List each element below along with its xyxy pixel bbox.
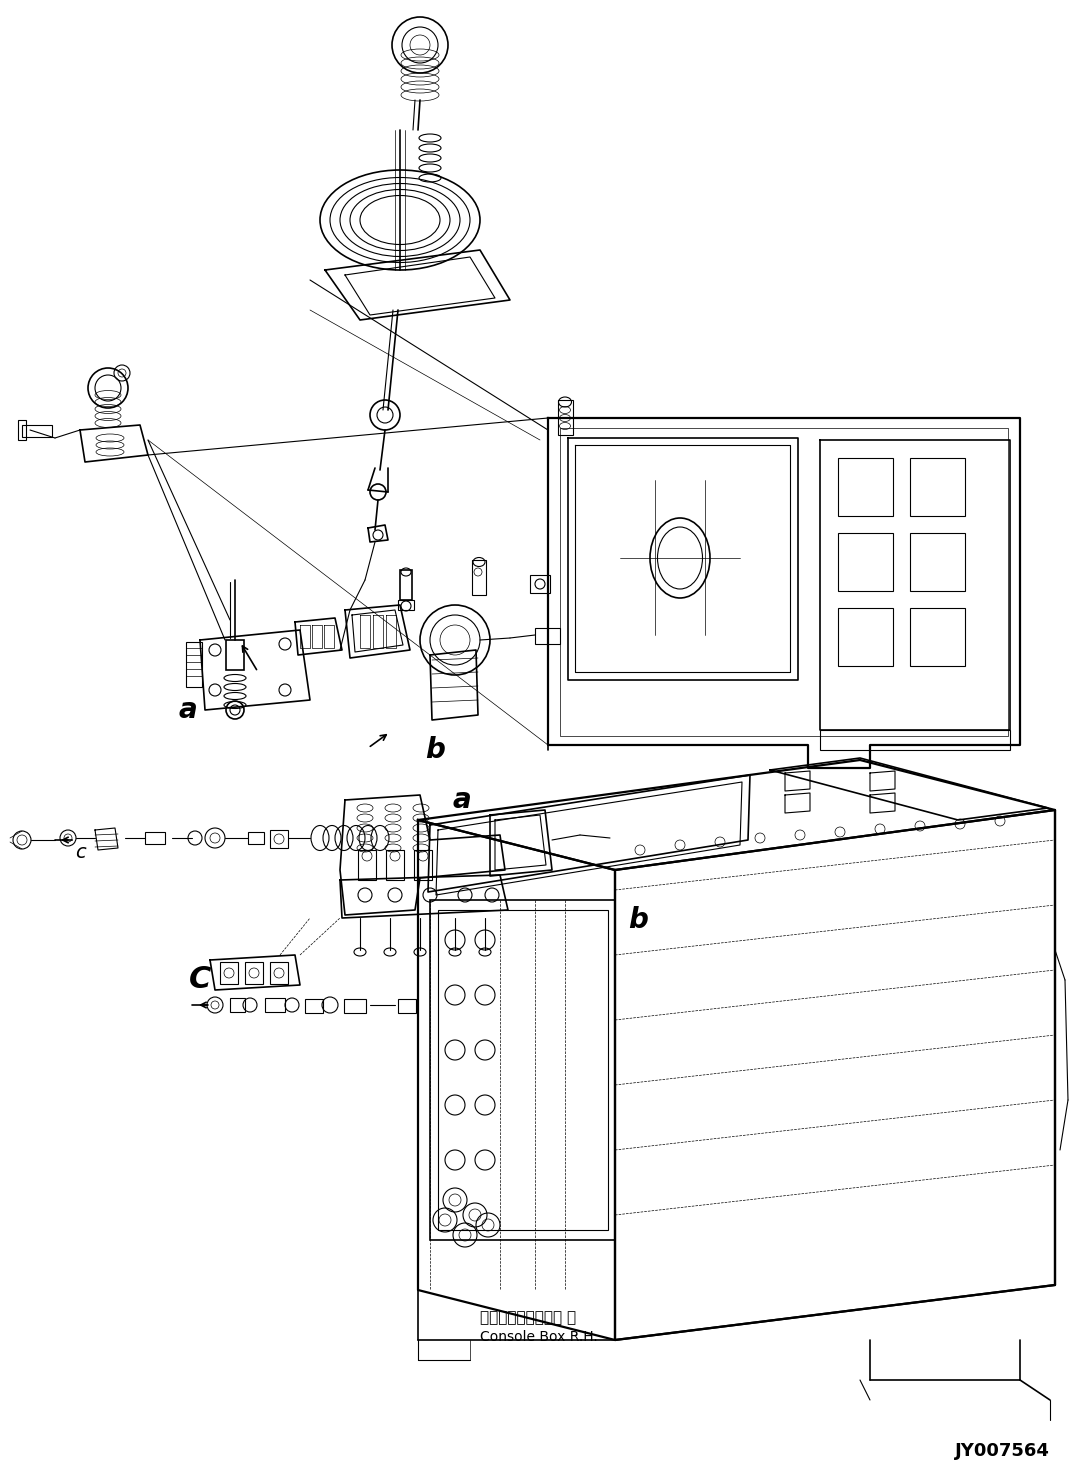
Bar — [911, 608, 965, 666]
Bar — [226, 639, 244, 670]
Bar — [560, 429, 1008, 736]
Bar — [838, 608, 893, 666]
Bar — [472, 560, 486, 595]
Bar — [820, 731, 1010, 750]
Bar — [398, 999, 416, 1013]
Bar — [398, 600, 414, 610]
Bar — [911, 533, 965, 591]
Bar — [305, 999, 322, 1013]
Bar — [414, 850, 432, 879]
Bar — [22, 426, 52, 437]
Bar — [145, 832, 164, 844]
Bar — [530, 574, 550, 594]
Bar — [838, 533, 893, 591]
Text: JY007564: JY007564 — [955, 1442, 1050, 1460]
Bar — [535, 627, 560, 644]
Bar — [18, 420, 26, 440]
Bar — [386, 850, 404, 879]
Bar — [230, 999, 245, 1012]
Bar — [248, 832, 264, 844]
Bar — [558, 401, 573, 435]
Text: コンソールボックス 右: コンソールボックス 右 — [481, 1309, 576, 1326]
Text: a: a — [453, 787, 471, 815]
Bar — [838, 458, 893, 516]
Bar — [400, 570, 412, 600]
Bar — [270, 829, 288, 848]
Bar — [344, 999, 366, 1013]
Text: b: b — [425, 736, 445, 764]
Bar — [358, 850, 376, 879]
Bar — [220, 962, 238, 984]
Text: c: c — [74, 843, 85, 862]
Bar — [266, 999, 285, 1012]
Text: Console Box R.H.: Console Box R.H. — [481, 1330, 598, 1343]
Bar — [430, 900, 615, 1240]
Bar — [270, 962, 288, 984]
Text: C: C — [189, 965, 211, 994]
Bar — [186, 642, 202, 686]
Bar — [438, 910, 608, 1230]
Text: a: a — [178, 697, 198, 725]
Bar — [911, 458, 965, 516]
Bar — [245, 962, 263, 984]
Text: b: b — [628, 906, 648, 934]
